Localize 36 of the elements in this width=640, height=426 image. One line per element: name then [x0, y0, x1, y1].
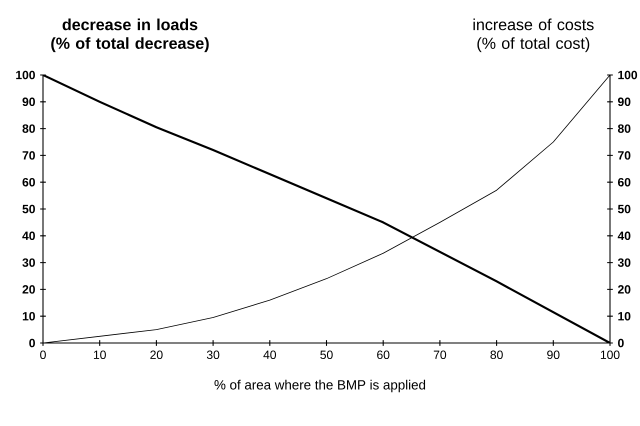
y-tick-label: 90 — [22, 98, 35, 106]
x-tick-label: 70 — [434, 350, 446, 360]
x-tick-label: 90 — [547, 350, 560, 360]
y2-tick-label: 100 — [618, 70, 638, 80]
y-tick-label: 70 — [22, 151, 35, 160]
x-axis-title: % of area where the BMP is applied — [214, 380, 426, 392]
y-tick-label: 50 — [22, 204, 35, 214]
y2-axis-title: increase of costs (% of total cost) — [473, 18, 594, 52]
y2-tick-label: 60 — [618, 178, 630, 186]
y-tick-label: 20 — [22, 285, 35, 294]
x-tick-label: 20 — [150, 350, 163, 360]
y2-tick-label: 40 — [618, 232, 630, 240]
y-axis-title: decrease in loads (% of total decrease) — [51, 18, 209, 52]
y-tick-label: 30 — [22, 258, 35, 267]
x-tick-label: 100 — [600, 350, 620, 360]
x-tick-label: 0 — [40, 350, 46, 360]
y-tick-label: 0 — [29, 338, 35, 348]
x-tick-label: 60 — [377, 350, 390, 360]
y2-tick-label: 20 — [618, 285, 630, 294]
y2-tick-label: 70 — [618, 151, 630, 160]
y-tick-label: 10 — [22, 312, 35, 320]
x-tick-label: 40 — [263, 350, 276, 360]
y2-tick-label: 80 — [618, 124, 630, 133]
y2-tick-label: 10 — [618, 312, 630, 320]
y-tick-label: 40 — [22, 232, 35, 240]
y2-tick-label: 30 — [618, 258, 630, 267]
y-tick-label: 60 — [22, 178, 35, 186]
x-tick-label: 10 — [94, 350, 106, 360]
y2-tick-label: 0 — [618, 338, 624, 348]
y2-tick-label: 90 — [618, 98, 630, 106]
y-tick-label: 100 — [16, 70, 35, 80]
x-tick-label: 80 — [490, 350, 503, 360]
x-tick-label: 50 — [320, 350, 333, 360]
y-tick-label: 80 — [22, 124, 35, 133]
x-tick-label: 30 — [206, 350, 220, 360]
y2-tick-label: 50 — [618, 204, 630, 214]
